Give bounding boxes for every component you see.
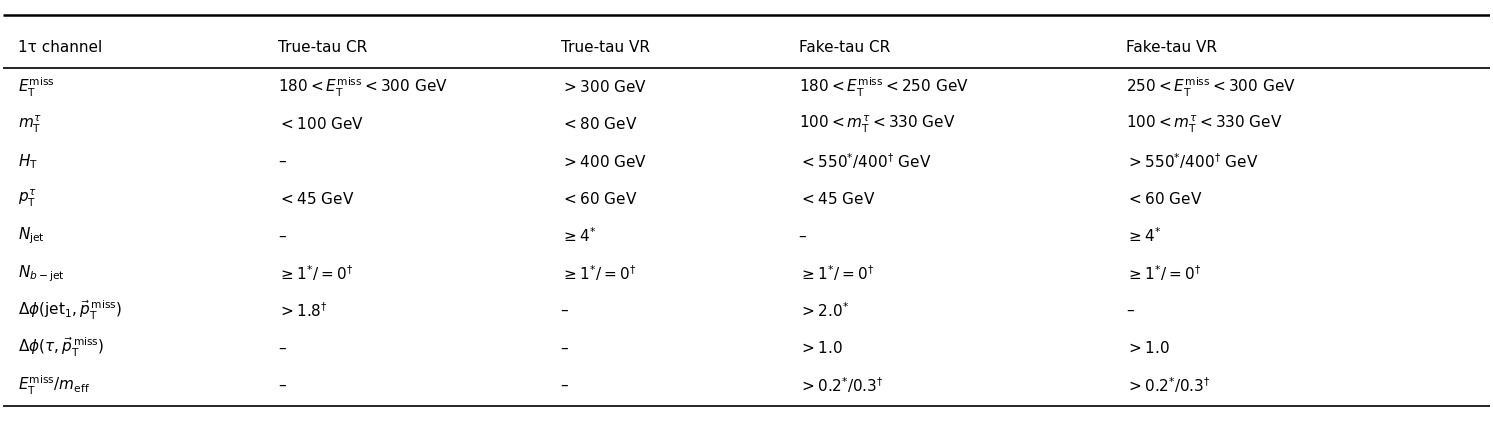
Text: $\geq$4$^{*}$: $\geq$4$^{*}$ (1126, 227, 1162, 245)
Text: –: – (560, 378, 569, 393)
Text: $>$0.2$^{*}$/0.3$^{\dagger}$: $>$0.2$^{*}$/0.3$^{\dagger}$ (799, 375, 884, 395)
Text: $<$80 GeV: $<$80 GeV (560, 116, 638, 132)
Text: $<$45 GeV: $<$45 GeV (278, 191, 354, 207)
Text: –: – (1126, 303, 1133, 318)
Text: $H_{\mathrm{T}}$: $H_{\mathrm{T}}$ (18, 152, 37, 171)
Text: $<$100 GeV: $<$100 GeV (278, 116, 364, 132)
Text: –: – (278, 229, 285, 244)
Text: $E_{\mathrm{T}}^{\mathrm{miss}}$: $E_{\mathrm{T}}^{\mathrm{miss}}$ (18, 76, 54, 99)
Text: True-tau VR: True-tau VR (560, 40, 649, 55)
Text: $>$550$^{*}$/400$^{\dagger}$ GeV: $>$550$^{*}$/400$^{\dagger}$ GeV (1126, 152, 1259, 172)
Text: –: – (560, 303, 569, 318)
Text: $>$300 GeV: $>$300 GeV (560, 79, 646, 95)
Text: $\Delta\phi(\mathrm{jet}_1, \vec{p}_{\mathrm{T}}^{\,\mathrm{miss}})$: $\Delta\phi(\mathrm{jet}_1, \vec{p}_{\ma… (18, 299, 122, 322)
Text: $>$2.0$^{*}$: $>$2.0$^{*}$ (799, 301, 848, 320)
Text: $100 < m_{\mathrm{T}}^{\tau} < 330$ GeV: $100 < m_{\mathrm{T}}^{\tau} < 330$ GeV (1126, 114, 1282, 135)
Text: $<$60 GeV: $<$60 GeV (560, 191, 638, 207)
Text: $>$0.2$^{*}$/0.3$^{\dagger}$: $>$0.2$^{*}$/0.3$^{\dagger}$ (1126, 375, 1211, 395)
Text: $\Delta\phi(\tau, \vec{p}_{\mathrm{T}}^{\,\mathrm{miss}})$: $\Delta\phi(\tau, \vec{p}_{\mathrm{T}}^{… (18, 336, 105, 360)
Text: –: – (799, 229, 806, 244)
Text: $180 < E_{\mathrm{T}}^{\mathrm{miss}} < 300$ GeV: $180 < E_{\mathrm{T}}^{\mathrm{miss}} < … (278, 76, 448, 99)
Text: –: – (278, 154, 285, 169)
Text: –: – (560, 340, 569, 355)
Text: $<$550$^{*}$/400$^{\dagger}$ GeV: $<$550$^{*}$/400$^{\dagger}$ GeV (799, 152, 930, 172)
Text: $\geq$4$^{*}$: $\geq$4$^{*}$ (560, 227, 596, 245)
Text: $>$1.0: $>$1.0 (799, 340, 842, 356)
Text: Fake-tau VR: Fake-tau VR (1126, 40, 1217, 55)
Text: $100 < m_{\mathrm{T}}^{\tau} < 330$ GeV: $100 < m_{\mathrm{T}}^{\tau} < 330$ GeV (799, 114, 956, 135)
Text: $>$1.0: $>$1.0 (1126, 340, 1169, 356)
Text: Fake-tau CR: Fake-tau CR (799, 40, 890, 55)
Text: $N_{\mathrm{jet}}$: $N_{\mathrm{jet}}$ (18, 226, 45, 246)
Text: 1τ channel: 1τ channel (18, 40, 102, 55)
Text: True-tau CR: True-tau CR (278, 40, 367, 55)
Text: –: – (278, 378, 285, 393)
Text: $>$400 GeV: $>$400 GeV (560, 154, 646, 169)
Text: $180 < E_{\mathrm{T}}^{\mathrm{miss}} < 250$ GeV: $180 < E_{\mathrm{T}}^{\mathrm{miss}} < … (799, 76, 969, 99)
Text: $250 < E_{\mathrm{T}}^{\mathrm{miss}} < 300$ GeV: $250 < E_{\mathrm{T}}^{\mathrm{miss}} < … (1126, 76, 1296, 99)
Text: $\geq$1$^{*}$/$= 0^{\dagger}$: $\geq$1$^{*}$/$= 0^{\dagger}$ (799, 263, 873, 283)
Text: $\geq$1$^{*}$/$= 0^{\dagger}$: $\geq$1$^{*}$/$= 0^{\dagger}$ (560, 263, 636, 283)
Text: $<$60 GeV: $<$60 GeV (1126, 191, 1202, 207)
Text: –: – (278, 340, 285, 355)
Text: $m_{\mathrm{T}}^{\tau}$: $m_{\mathrm{T}}^{\tau}$ (18, 114, 42, 135)
Text: $>$1.8$^{\dagger}$: $>$1.8$^{\dagger}$ (278, 301, 328, 320)
Text: $\geq$1$^{*}$/$= 0^{\dagger}$: $\geq$1$^{*}$/$= 0^{\dagger}$ (1126, 263, 1200, 283)
Text: $\geq$1$^{*}$/$= 0^{\dagger}$: $\geq$1$^{*}$/$= 0^{\dagger}$ (278, 263, 352, 283)
Text: $N_{b-\mathrm{jet}}$: $N_{b-\mathrm{jet}}$ (18, 263, 64, 284)
Text: $E_{\mathrm{T}}^{\mathrm{miss}}/m_{\mathrm{eff}}$: $E_{\mathrm{T}}^{\mathrm{miss}}/m_{\math… (18, 374, 90, 397)
Text: $<$45 GeV: $<$45 GeV (799, 191, 875, 207)
Text: $p_{\mathrm{T}}^{\tau}$: $p_{\mathrm{T}}^{\tau}$ (18, 188, 36, 209)
